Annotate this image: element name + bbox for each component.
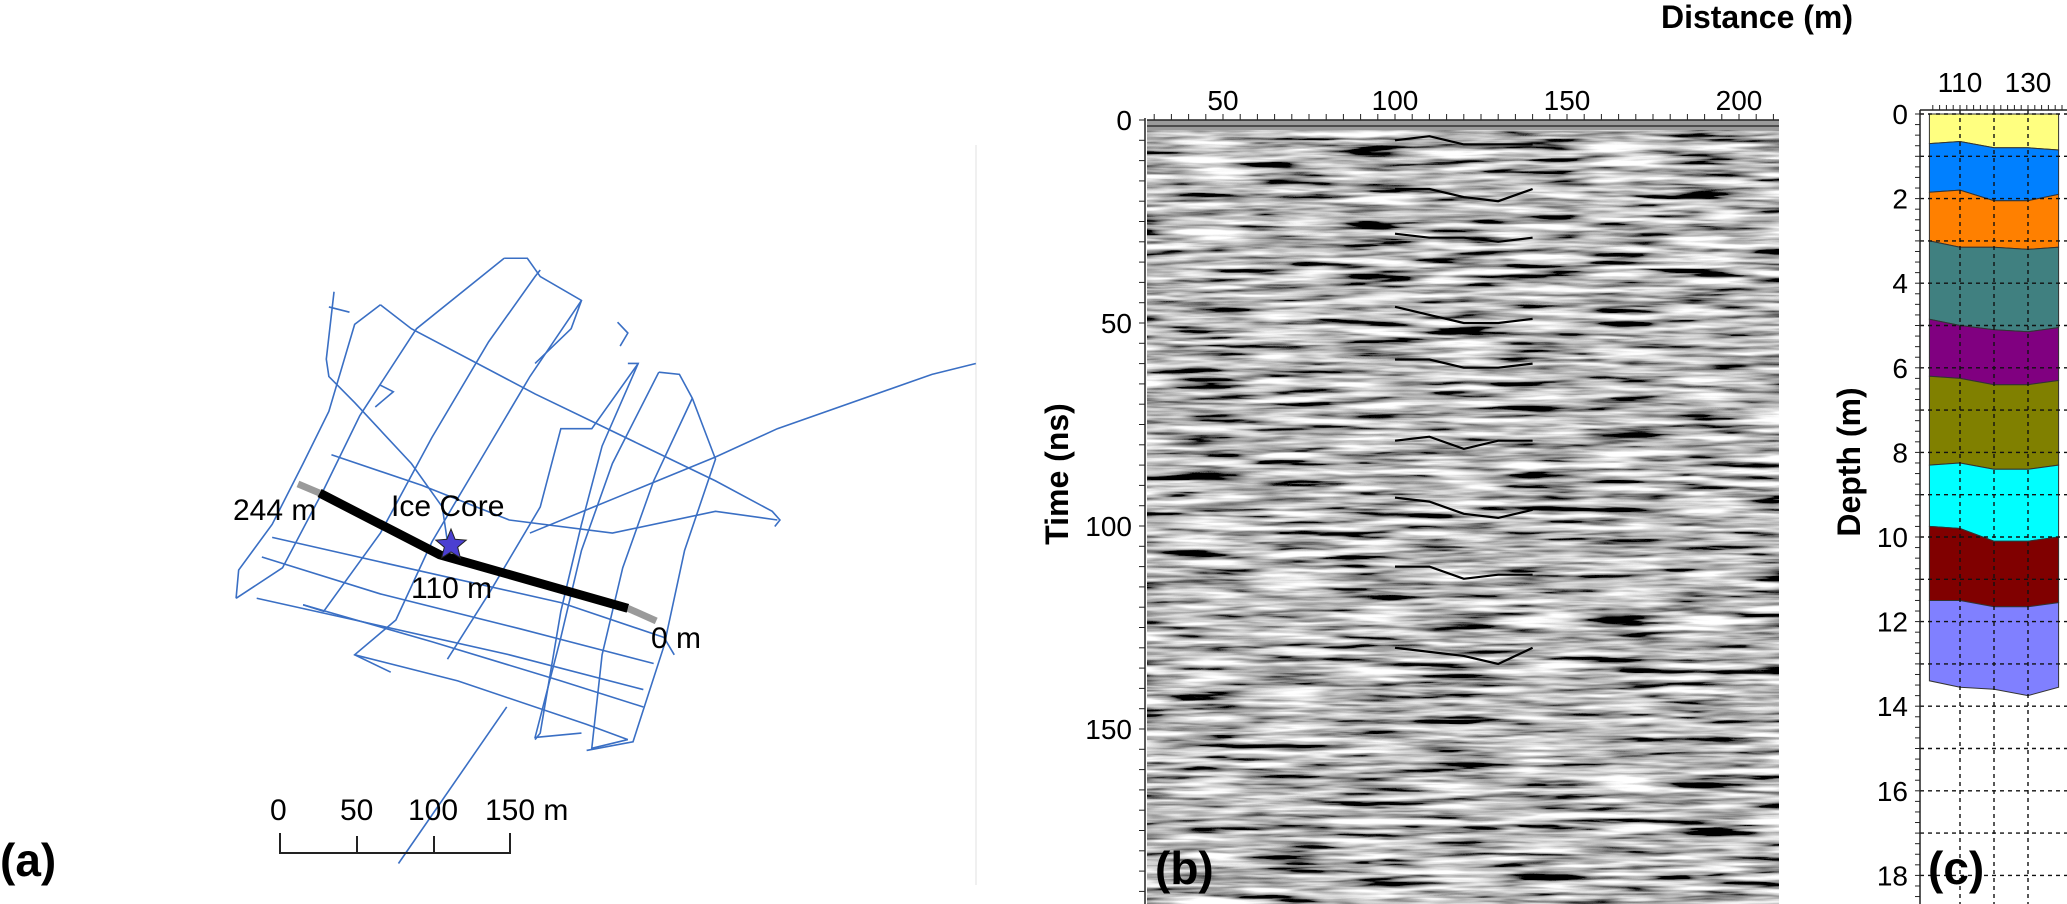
horizon-line (1394, 305, 1533, 325)
depth-tick-label: 16 (1877, 776, 1908, 807)
picked-horizons (1394, 135, 1534, 666)
gps-track-line (331, 455, 777, 533)
gpr-profile-line (320, 493, 628, 608)
depth-tick-label: 4 (1892, 268, 1908, 299)
ice-core-distance-label: 110 m (411, 572, 492, 605)
depth-tick-label: 14 (1877, 691, 1908, 722)
gps-tracks (236, 258, 976, 863)
panel-c-layers: 110 130 0 2 4 6 8 10 12 14 16 18 Depth (m) (c) (1831, 67, 2067, 904)
gps-track-line (530, 363, 976, 533)
gps-track-line (257, 598, 644, 689)
horizon-line (1395, 565, 1533, 580)
x-tick-label: 100 (1372, 85, 1419, 116)
x-tick-label: 200 (1716, 85, 1763, 116)
x-axis-title: Distance (m) (1661, 0, 1853, 35)
depth-tick-label: 8 (1892, 437, 1908, 468)
panel-a-label: (a) (0, 834, 56, 886)
gps-track-line (535, 372, 659, 737)
scale-tick-100: 100 (408, 794, 458, 827)
ice-core-star-icon (434, 527, 468, 559)
panel-b-axes: 50 100 150 200 0 50 100 150 (1085, 85, 1779, 904)
horizon-line (1395, 358, 1533, 369)
panel-b-label: (b) (1155, 842, 1214, 894)
distance-tick-label: 130 (2005, 67, 2052, 98)
horizon-line (1394, 496, 1533, 520)
panel-c-axes: 110 130 0 2 4 6 8 10 12 14 16 18 (1877, 67, 2067, 904)
depth-tick-label: 10 (1877, 522, 1908, 553)
depth-tick-label: 2 (1892, 184, 1908, 215)
y-tick-label: 150 (1085, 714, 1132, 745)
gps-track-line (618, 322, 628, 346)
y-axis-title-depth: Depth (m) (1831, 387, 1867, 536)
gps-track-line (398, 707, 506, 864)
profile-end-extension (628, 608, 656, 621)
gps-track-line (447, 363, 638, 659)
gps-track-line (303, 270, 540, 611)
gps-track-line (272, 537, 674, 654)
y-axis-title-time: Time (ns) (1039, 403, 1075, 545)
scale-tick-50: 50 (340, 794, 373, 827)
gps-track-line (355, 655, 628, 740)
gps-track-line (262, 557, 654, 664)
y-tick-label: 50 (1101, 308, 1132, 339)
radargram-image (1147, 120, 1779, 904)
gps-track-line (592, 398, 693, 748)
gps-track-line (329, 307, 350, 312)
horizon-line (1394, 232, 1533, 243)
profile-end-label: 0 m (651, 622, 701, 655)
profile-start-extension (298, 484, 320, 493)
x-tick-label: 150 (1544, 85, 1591, 116)
direct-wave-band (1147, 120, 1779, 130)
panel-c-label: (c) (1928, 842, 1984, 894)
scale-tick-0: 0 (270, 794, 287, 827)
y-tick-label: 100 (1085, 511, 1132, 542)
depth-tick-label: 0 (1892, 99, 1908, 130)
horizon-line (1395, 187, 1533, 203)
profile-start-label: 244 m (233, 494, 316, 527)
gps-track-line (587, 372, 716, 750)
gps-track-line (380, 305, 780, 527)
depth-tick-label: 18 (1877, 860, 1908, 891)
distance-tick-label: 110 (1938, 67, 1983, 98)
horizon-line (1394, 435, 1533, 451)
gps-track-line (236, 258, 504, 598)
depth-tick-label: 6 (1892, 353, 1908, 384)
gps-track-line (355, 300, 582, 672)
horizon-line (1394, 135, 1533, 146)
panel-b-radargram: 50 100 150 200 0 50 100 150 Distance (m) Time (… (1039, 0, 1853, 904)
gps-track-line (326, 292, 447, 542)
depth-tick-label: 12 (1877, 607, 1908, 638)
gps-track-line (375, 385, 393, 407)
x-tick-label: 50 (1207, 85, 1238, 116)
panel-a-map: 244 m Ice Core 110 m 0 m 0 50 100 150 m … (0, 145, 977, 886)
gps-track-line (236, 305, 380, 598)
scale-tick-150: 150 m (485, 794, 568, 827)
scale-bar: 0 50 100 150 m (270, 794, 568, 854)
ice-core-label: Ice Core (391, 490, 504, 523)
horizon-line (1394, 646, 1534, 666)
gps-track-line (303, 605, 643, 707)
gps-track-line (504, 258, 581, 363)
scale-bar-line (279, 833, 511, 854)
y-tick-label: 0 (1116, 105, 1132, 136)
gps-track-line (535, 363, 638, 739)
